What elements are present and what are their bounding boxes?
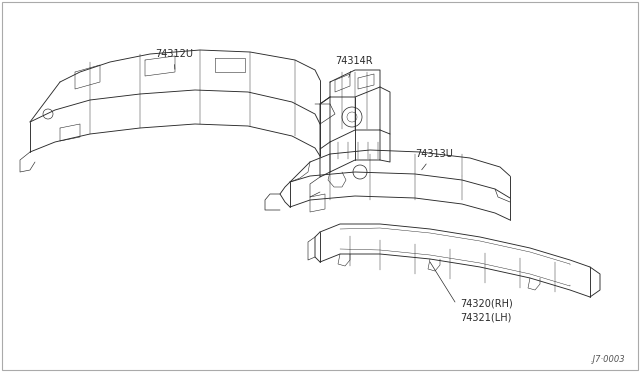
Text: 74320(RH): 74320(RH) [460,299,513,309]
Text: .J7·0003: .J7·0003 [590,355,625,364]
Text: 74312U: 74312U [155,49,193,69]
Text: 74313U: 74313U [415,149,453,170]
Text: 74321(LH): 74321(LH) [460,312,511,322]
Text: 74314R: 74314R [335,56,372,77]
